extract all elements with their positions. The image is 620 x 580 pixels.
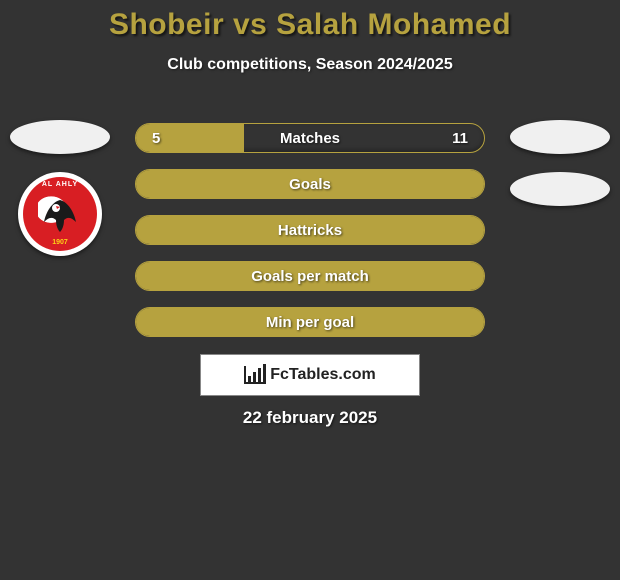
page-title: Shobeir vs Salah Mohamed [0,8,620,42]
player-left-avatar-placeholder [10,120,110,154]
club-badge-right-placeholder [510,172,610,206]
stat-value-right: 11 [452,130,468,147]
stat-row: Min per goal [135,307,485,337]
chart-icon [244,366,266,384]
stat-label: Hattricks [278,222,342,239]
stat-value-left: 5 [152,130,160,147]
club-badge-year: 1907 [23,239,97,246]
brand-box[interactable]: FcTables.com [200,354,420,396]
stat-row: Goals [135,169,485,199]
stat-label: Matches [280,130,340,147]
stat-row: Hattricks [135,215,485,245]
stat-label: Goals per match [251,268,369,285]
footer-date: 22 february 2025 [0,408,620,428]
eagle-icon [38,192,82,236]
club-badge-left: AL AHLY 1907 [18,172,102,256]
stat-label: Min per goal [266,314,354,331]
player-left-column: AL AHLY 1907 [10,120,110,256]
player-right-column [510,120,610,206]
page-subtitle: Club competitions, Season 2024/2025 [0,56,620,74]
stats-bars: 5 Matches 11 Goals Hattricks Goals per match M… [135,123,485,337]
club-badge-arc-text: AL AHLY [23,181,97,188]
brand-text: FcTables.com [270,366,376,384]
player-right-avatar-placeholder [510,120,610,154]
stat-row: 5 Matches 11 [135,123,485,153]
stat-row: Goals per match [135,261,485,291]
stat-label: Goals [289,176,331,193]
